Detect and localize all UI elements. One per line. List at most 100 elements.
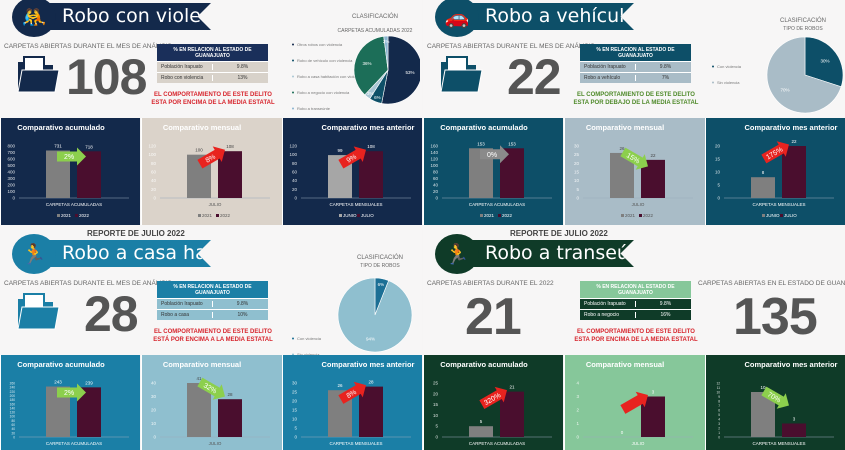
y-tick-label: 1 xyxy=(718,431,720,435)
section-robo-con-violencia: Robo con violencia 🤼 CARPETAS ABIERTAS DUR… xyxy=(0,0,423,450)
row-value: 9.8% xyxy=(212,64,268,70)
pie-slice-label: 70% xyxy=(781,88,790,93)
row-value: 9.8% xyxy=(635,301,691,307)
pie-slice xyxy=(337,277,413,353)
bar-value-label: 108 xyxy=(367,144,375,149)
x-axis-label: CARPETAS ACUMULADAS xyxy=(469,202,525,207)
chart-title: Comparativo mes anterior xyxy=(745,123,838,132)
bar-value-label: 153 xyxy=(508,141,516,146)
y-tick-label: 240 xyxy=(10,386,16,390)
y-tick-label: 20 xyxy=(433,189,439,194)
pie-slice xyxy=(383,35,389,71)
row-label: Robo a vehículo xyxy=(584,75,621,81)
y-tick-label: 0 xyxy=(294,196,297,201)
section-robo-a-casa-habitacion: REPORTE DE JULIO 2022 Robo a casa habitac… xyxy=(0,0,422,450)
table-row: Robo a negocio 16% xyxy=(580,309,691,320)
legend-label: 2022 xyxy=(502,213,513,218)
classification-pie: CLASIFICACIÓN TIPO DE ROBOS 6% Con violenci… xyxy=(285,245,420,357)
y-tick-label: 10 xyxy=(716,391,720,395)
y-tick-label: 20 xyxy=(574,161,580,166)
chart-comparativo-mes-anterior: Comparativo mes anterior 0 5 10 15 20 8 22 175% C… xyxy=(705,118,845,225)
pie-slice xyxy=(766,36,842,114)
y-tick-label: 180 xyxy=(10,398,16,402)
change-arrow-icon: 2% xyxy=(57,383,86,402)
case-count: 28 xyxy=(84,286,139,342)
table-row: Robo a casa 10% xyxy=(157,309,268,320)
legend-marker xyxy=(498,214,501,217)
y-tick-label: 500 xyxy=(7,163,15,168)
y-tick-label: 5 xyxy=(576,187,579,192)
row-value: 13% xyxy=(212,75,268,81)
y-tick-label: 0 xyxy=(153,435,156,440)
table-row: Robo con violencia 13% xyxy=(157,72,268,83)
y-tick-label: 0 xyxy=(576,196,579,201)
bar-current xyxy=(782,423,806,437)
y-tick-label: 10 xyxy=(292,417,298,422)
bar-value-label: 28 xyxy=(227,392,233,397)
state-carpetas-label: CARPETAS ABIERTAS EN EL ESTADO DE GUANAJ… xyxy=(698,280,845,287)
chart-comparativo-acumulado: Comparativo acumulado 0 20 40 60 80 100 120 140 1… xyxy=(423,118,563,225)
chart-title: Comparativo acumulado xyxy=(440,360,528,369)
x-axis-label: CARPETAS ACUMULADAS xyxy=(46,202,102,207)
chart-comparativo-acumulado: Comparativo acumulado 0 5 10 15 20 25 5 21 320% CA… xyxy=(423,355,563,450)
section-title: Robo a casa habitación xyxy=(62,242,283,264)
y-tick-label: 30 xyxy=(574,144,580,149)
y-tick-label: 120 xyxy=(10,411,16,415)
y-tick-label: 5 xyxy=(435,424,438,429)
chart-title: Comparativo mes anterior xyxy=(322,360,415,369)
y-tick-label: 15 xyxy=(715,157,721,162)
carpetas-label: CARPETAS ABIERTAS DURANTE EL MES DE ANÁL… xyxy=(4,280,172,287)
section-title: Robo a transeúnte xyxy=(485,242,661,264)
case-count: 22 xyxy=(507,49,562,105)
behavior-message: EL COMPORTAMIENTO DE ESTE DELITO ESTA PO… xyxy=(573,92,699,106)
change-percent: 8% xyxy=(346,389,358,400)
legend-marker xyxy=(712,81,714,84)
section-header: REPORTE DE JULIO 2022 Robo a casa habitac… xyxy=(0,225,422,357)
y-tick-label: 80 xyxy=(11,419,15,423)
folder-icon xyxy=(17,293,60,330)
section-robo-a-transeunte: REPORTE DE JULIO 2022 Robo a transeúnte 🏃 C… xyxy=(423,0,845,450)
row-label: Robo a negocio xyxy=(584,312,620,318)
y-tick-label: 20 xyxy=(151,187,157,192)
pie-slice-label: 53% xyxy=(405,70,414,75)
running-thief-icon: 🏃 xyxy=(435,234,479,274)
change-percent: 8% xyxy=(205,154,217,165)
row-label: Población Irapuato xyxy=(584,301,626,307)
legend-label: Otros robos con violencia xyxy=(297,42,343,47)
y-tick-label: 0 xyxy=(13,436,15,440)
chart-comparativo-acumulado: Comparativo acumulado 0 20 40 60 80 100 120 140 1… xyxy=(0,355,140,450)
y-tick-label: 12 xyxy=(716,382,720,386)
state-comparison-table: % EN RELACION AL ESTADO DE GUANAJUATO Pob… xyxy=(580,281,691,320)
bar-value-label: 28 xyxy=(368,380,374,385)
legend-marker xyxy=(712,65,714,68)
behavior-message: EL COMPORTAMIENTO DE ESTE DELITO ESTA PO… xyxy=(574,329,698,343)
y-tick-label: 15 xyxy=(574,170,580,175)
y-tick-label: 400 xyxy=(7,170,15,175)
legend-marker xyxy=(780,214,783,217)
y-tick-label: 30 xyxy=(151,394,157,399)
legend-marker xyxy=(292,107,294,110)
y-tick-label: 15 xyxy=(433,402,439,407)
legend-marker xyxy=(639,214,642,217)
table-row: Población Irapuato 9.8% xyxy=(580,61,691,72)
y-tick-label: 0 xyxy=(435,196,438,201)
pie-slice-label: 6% xyxy=(378,282,385,287)
section-header: Robo a vehículo 🚗 CARPETAS ABIERTAS DURANT… xyxy=(423,0,845,118)
y-tick-label: 2 xyxy=(576,408,579,413)
legend-marker xyxy=(339,214,342,217)
bar-value-label: 22 xyxy=(791,139,797,144)
row-label: Robo a casa xyxy=(161,312,190,318)
y-tick-label: 0 xyxy=(153,196,156,201)
change-arrow-icon: 2% xyxy=(57,147,86,166)
header-content: REPORTE DE JULIO 2022 Robo a transeúnte 🏃 C… xyxy=(423,229,845,355)
y-tick-label: 4 xyxy=(576,381,579,386)
y-tick-label: 20 xyxy=(715,144,721,149)
y-tick-label: 0 xyxy=(576,435,579,440)
legend-label: Robo a transeúnte xyxy=(297,106,331,111)
x-axis-label: JULIO xyxy=(209,202,222,207)
pie-slice-label: 3% xyxy=(367,91,374,96)
chart-comparativo-mes-anterior: Comparativo mes anterior 0 1 2 3 4 5 6 7 8 9 10 11 12… xyxy=(705,355,845,450)
row-value: 9.8% xyxy=(635,64,691,70)
bar-value-label: 41 xyxy=(196,376,202,381)
y-tick-label: 600 xyxy=(7,157,15,162)
